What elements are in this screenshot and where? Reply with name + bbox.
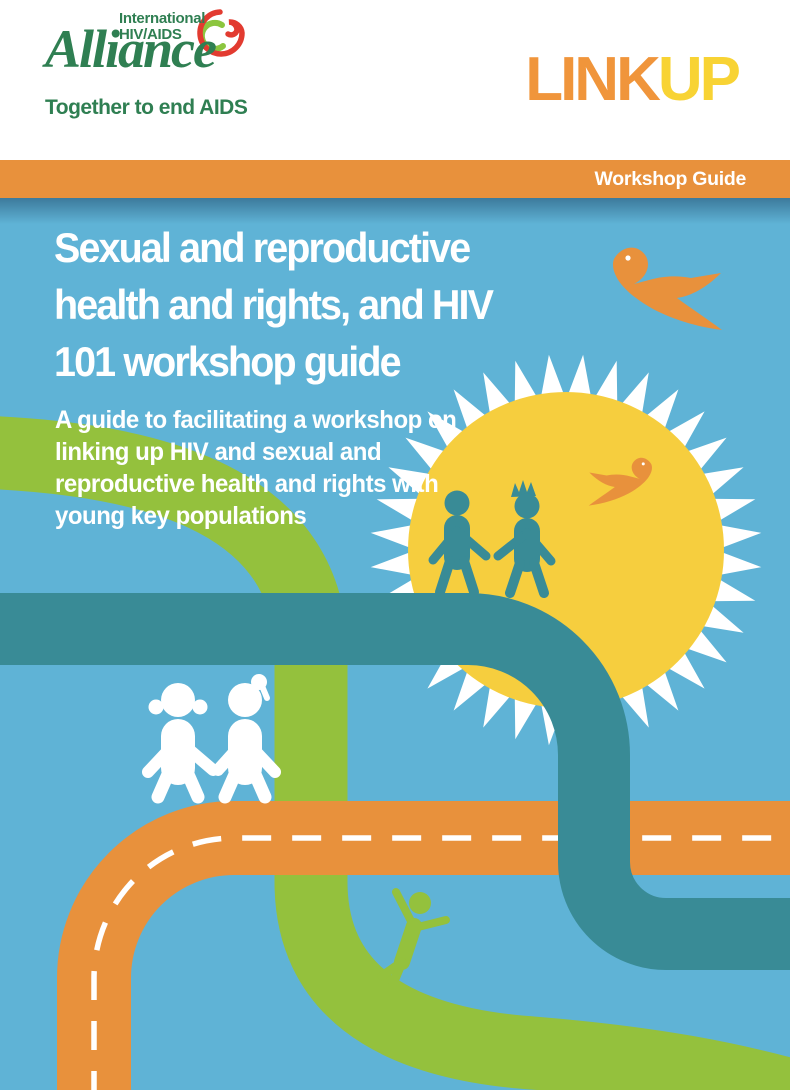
figure-leg [218,765,243,804]
subtitle-line: linking up HIV and sexual and [55,438,382,466]
logo-line-hivaids: HIV/AIDS [119,26,182,43]
subtitle-line: young key populations [55,502,307,530]
logo-line-international: International [119,10,206,27]
linkup-link: LINK [525,45,661,114]
ponytail-icon [259,683,270,701]
bird-eye [625,255,631,261]
bird-body [612,247,722,330]
subtitle-line: A guide to facilitating a workshop on [55,406,457,434]
green-figure [377,888,450,996]
workshop-guide-label: Workshop Guide [594,167,747,190]
swirl-red-spiral [197,9,245,57]
header: International HIV/AIDS Alliance Together… [0,0,790,160]
figure-arm [142,734,184,778]
figure-leg [529,558,549,598]
figure-arm [172,734,219,776]
figure-arm [428,526,462,565]
linkup-logo: LINKUP [525,44,741,115]
title-line: 101 workshop guide [54,338,402,385]
subtitle-line: reproductive health and rights with [55,470,439,498]
teal-figures [428,480,556,598]
figure-leg [459,556,479,597]
logo-swirl-icon [197,9,245,57]
page-title: Sexual and reproductive health and right… [54,219,494,390]
figure-arm [414,916,450,931]
orange-road-dashes [91,835,790,1090]
figure-leg [377,957,407,981]
title-line: Sexual and reproductive [54,224,471,271]
pigtail-icon [192,699,208,715]
figure-arm [212,734,251,776]
title-line: health and rights, and HIV [54,281,494,328]
figure-arm [493,528,532,561]
alliance-tagline: Together to end AIDS [45,96,248,119]
bird-icon [612,247,722,330]
figure-arm [239,734,281,778]
figure-head [444,490,470,516]
alliance-wordmark: Alliance [45,19,217,79]
figure-arm [452,526,491,561]
figure-leg [505,558,525,598]
linkup-up: UP [657,45,741,114]
figure-leg [151,765,176,804]
figure-head [161,683,195,717]
banner-bar: Workshop Guide [0,160,790,198]
page-subtitle: A guide to facilitating a workshop on li… [55,404,457,532]
pigtail-icon [148,699,164,715]
banner-shadow [0,198,790,224]
teal-road [0,593,790,970]
figure-leg [180,765,205,804]
alliance-logo-text: International HIV/AIDS [119,11,205,43]
figure-head [514,493,540,519]
figure-head [228,683,262,717]
figure-leg [247,765,272,804]
white-figures [142,674,281,804]
figure-arm [522,528,556,566]
figure-torso [394,918,422,970]
green-road [0,416,790,1090]
crown-icon [511,480,536,497]
figure-arm [392,888,416,927]
figure-head [409,892,431,914]
figure-leg [435,556,455,597]
